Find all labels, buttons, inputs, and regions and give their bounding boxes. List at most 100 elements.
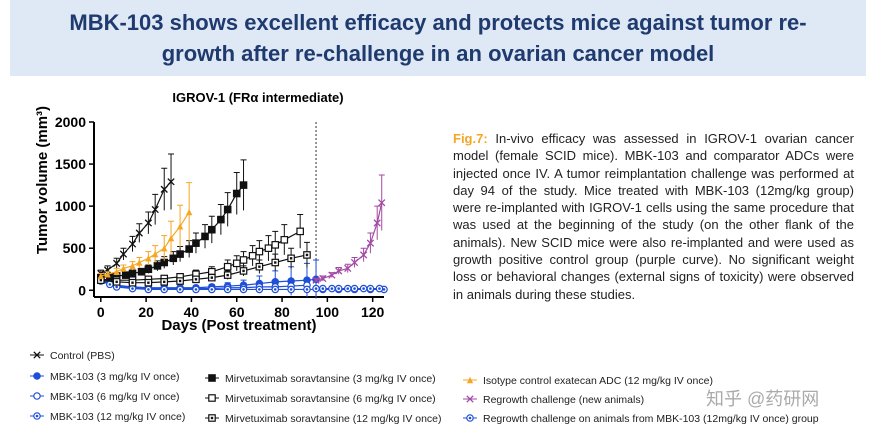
marker-dot xyxy=(330,287,334,290)
y-tick-label: 2000 xyxy=(55,114,86,130)
data-point xyxy=(176,285,184,294)
data-point xyxy=(335,267,343,275)
marker-dot xyxy=(289,257,293,260)
marker-shape xyxy=(217,215,225,224)
data-point xyxy=(223,205,232,214)
data-point xyxy=(144,278,153,287)
marker-shape xyxy=(135,229,143,237)
data-point xyxy=(319,284,327,293)
marker-dot xyxy=(178,288,182,291)
marker-shape xyxy=(373,219,381,227)
x-tick-label: 80 xyxy=(274,304,290,320)
data-point xyxy=(106,280,114,289)
marker-shape xyxy=(255,247,264,256)
data-point xyxy=(145,255,152,262)
marker-shape xyxy=(328,271,336,279)
data-point xyxy=(223,271,232,279)
marker-dot xyxy=(162,288,166,291)
title-line: growth after re-challenge in an ovarian … xyxy=(161,41,715,66)
data-point xyxy=(280,235,289,244)
legend-marker xyxy=(466,395,474,403)
data-point xyxy=(232,259,241,268)
x-tick-label: 0 xyxy=(97,304,105,320)
marker-dot xyxy=(346,287,350,290)
y-tick-label: 0 xyxy=(78,282,86,298)
data-point xyxy=(239,256,248,264)
series-line xyxy=(100,184,244,279)
data-point xyxy=(373,219,381,227)
data-point xyxy=(359,284,368,293)
marker-dot xyxy=(226,273,229,277)
marker-shape xyxy=(176,223,184,230)
chart-title: IGROV-1 (FRα intermediate) xyxy=(172,90,343,105)
data-point xyxy=(112,259,121,268)
data-point xyxy=(223,262,232,271)
marker-shape xyxy=(350,258,359,267)
legend-label: Isotype control exatecan ADC (12 mg/kg I… xyxy=(483,375,713,387)
marker-shape xyxy=(239,256,248,264)
data-point xyxy=(312,276,320,284)
data-point xyxy=(312,284,320,293)
x-tick-label: 40 xyxy=(184,304,200,320)
marker-shape xyxy=(223,205,232,214)
marker-shape xyxy=(344,264,352,273)
marker-dot xyxy=(210,288,214,291)
marker-shape xyxy=(466,414,474,422)
marker-dot xyxy=(258,265,261,268)
x-tick-label: 120 xyxy=(361,304,385,320)
data-point xyxy=(160,285,169,294)
y-tick-label: 500 xyxy=(63,240,87,256)
marker-dot xyxy=(210,276,214,279)
marker-shape xyxy=(119,250,128,258)
data-point xyxy=(135,229,143,237)
data-point xyxy=(303,251,311,259)
data-point xyxy=(161,245,168,252)
data-point xyxy=(167,234,175,242)
data-point xyxy=(176,250,184,258)
marker-dot xyxy=(178,279,182,283)
marker-shape xyxy=(121,271,130,279)
caption-label: Fig.7: xyxy=(453,131,488,146)
data-point xyxy=(303,285,311,294)
data-point xyxy=(151,205,159,214)
data-point xyxy=(128,269,137,278)
y-tick-label: 1500 xyxy=(55,156,86,172)
marker-dot xyxy=(147,281,150,284)
marker-dot xyxy=(226,288,229,291)
marker-shape xyxy=(112,259,121,268)
data-point xyxy=(223,285,232,294)
data-point xyxy=(119,250,128,258)
marker-dot xyxy=(163,280,166,284)
marker-dot xyxy=(274,261,277,264)
marker-shape xyxy=(153,262,162,270)
data-point xyxy=(160,278,169,286)
marker-shape xyxy=(104,271,111,278)
data-point xyxy=(136,259,143,266)
marker-dot xyxy=(115,285,118,289)
data-point xyxy=(287,285,295,294)
marker-dot xyxy=(305,253,309,257)
marker-dot xyxy=(321,287,325,290)
data-point xyxy=(129,262,136,270)
y-tick-label: 1000 xyxy=(55,198,86,214)
marker-dot xyxy=(353,287,356,290)
data-point xyxy=(153,262,162,270)
marker-dot xyxy=(369,287,372,290)
marker-shape xyxy=(137,267,146,276)
marker-dot xyxy=(242,288,245,291)
marker-shape xyxy=(161,245,168,252)
marker-shape xyxy=(136,259,143,266)
marker-shape xyxy=(296,227,304,236)
data-point xyxy=(287,254,295,263)
data-point xyxy=(128,278,137,287)
marker-dot xyxy=(314,287,318,290)
data-point xyxy=(201,232,209,241)
data-point xyxy=(344,264,352,273)
data-point xyxy=(128,240,137,248)
marker-shape xyxy=(378,199,386,207)
watermark: 知乎 @药研网 xyxy=(706,389,820,409)
data-point xyxy=(176,223,184,230)
marker-shape xyxy=(185,245,193,253)
data-point xyxy=(328,284,336,293)
